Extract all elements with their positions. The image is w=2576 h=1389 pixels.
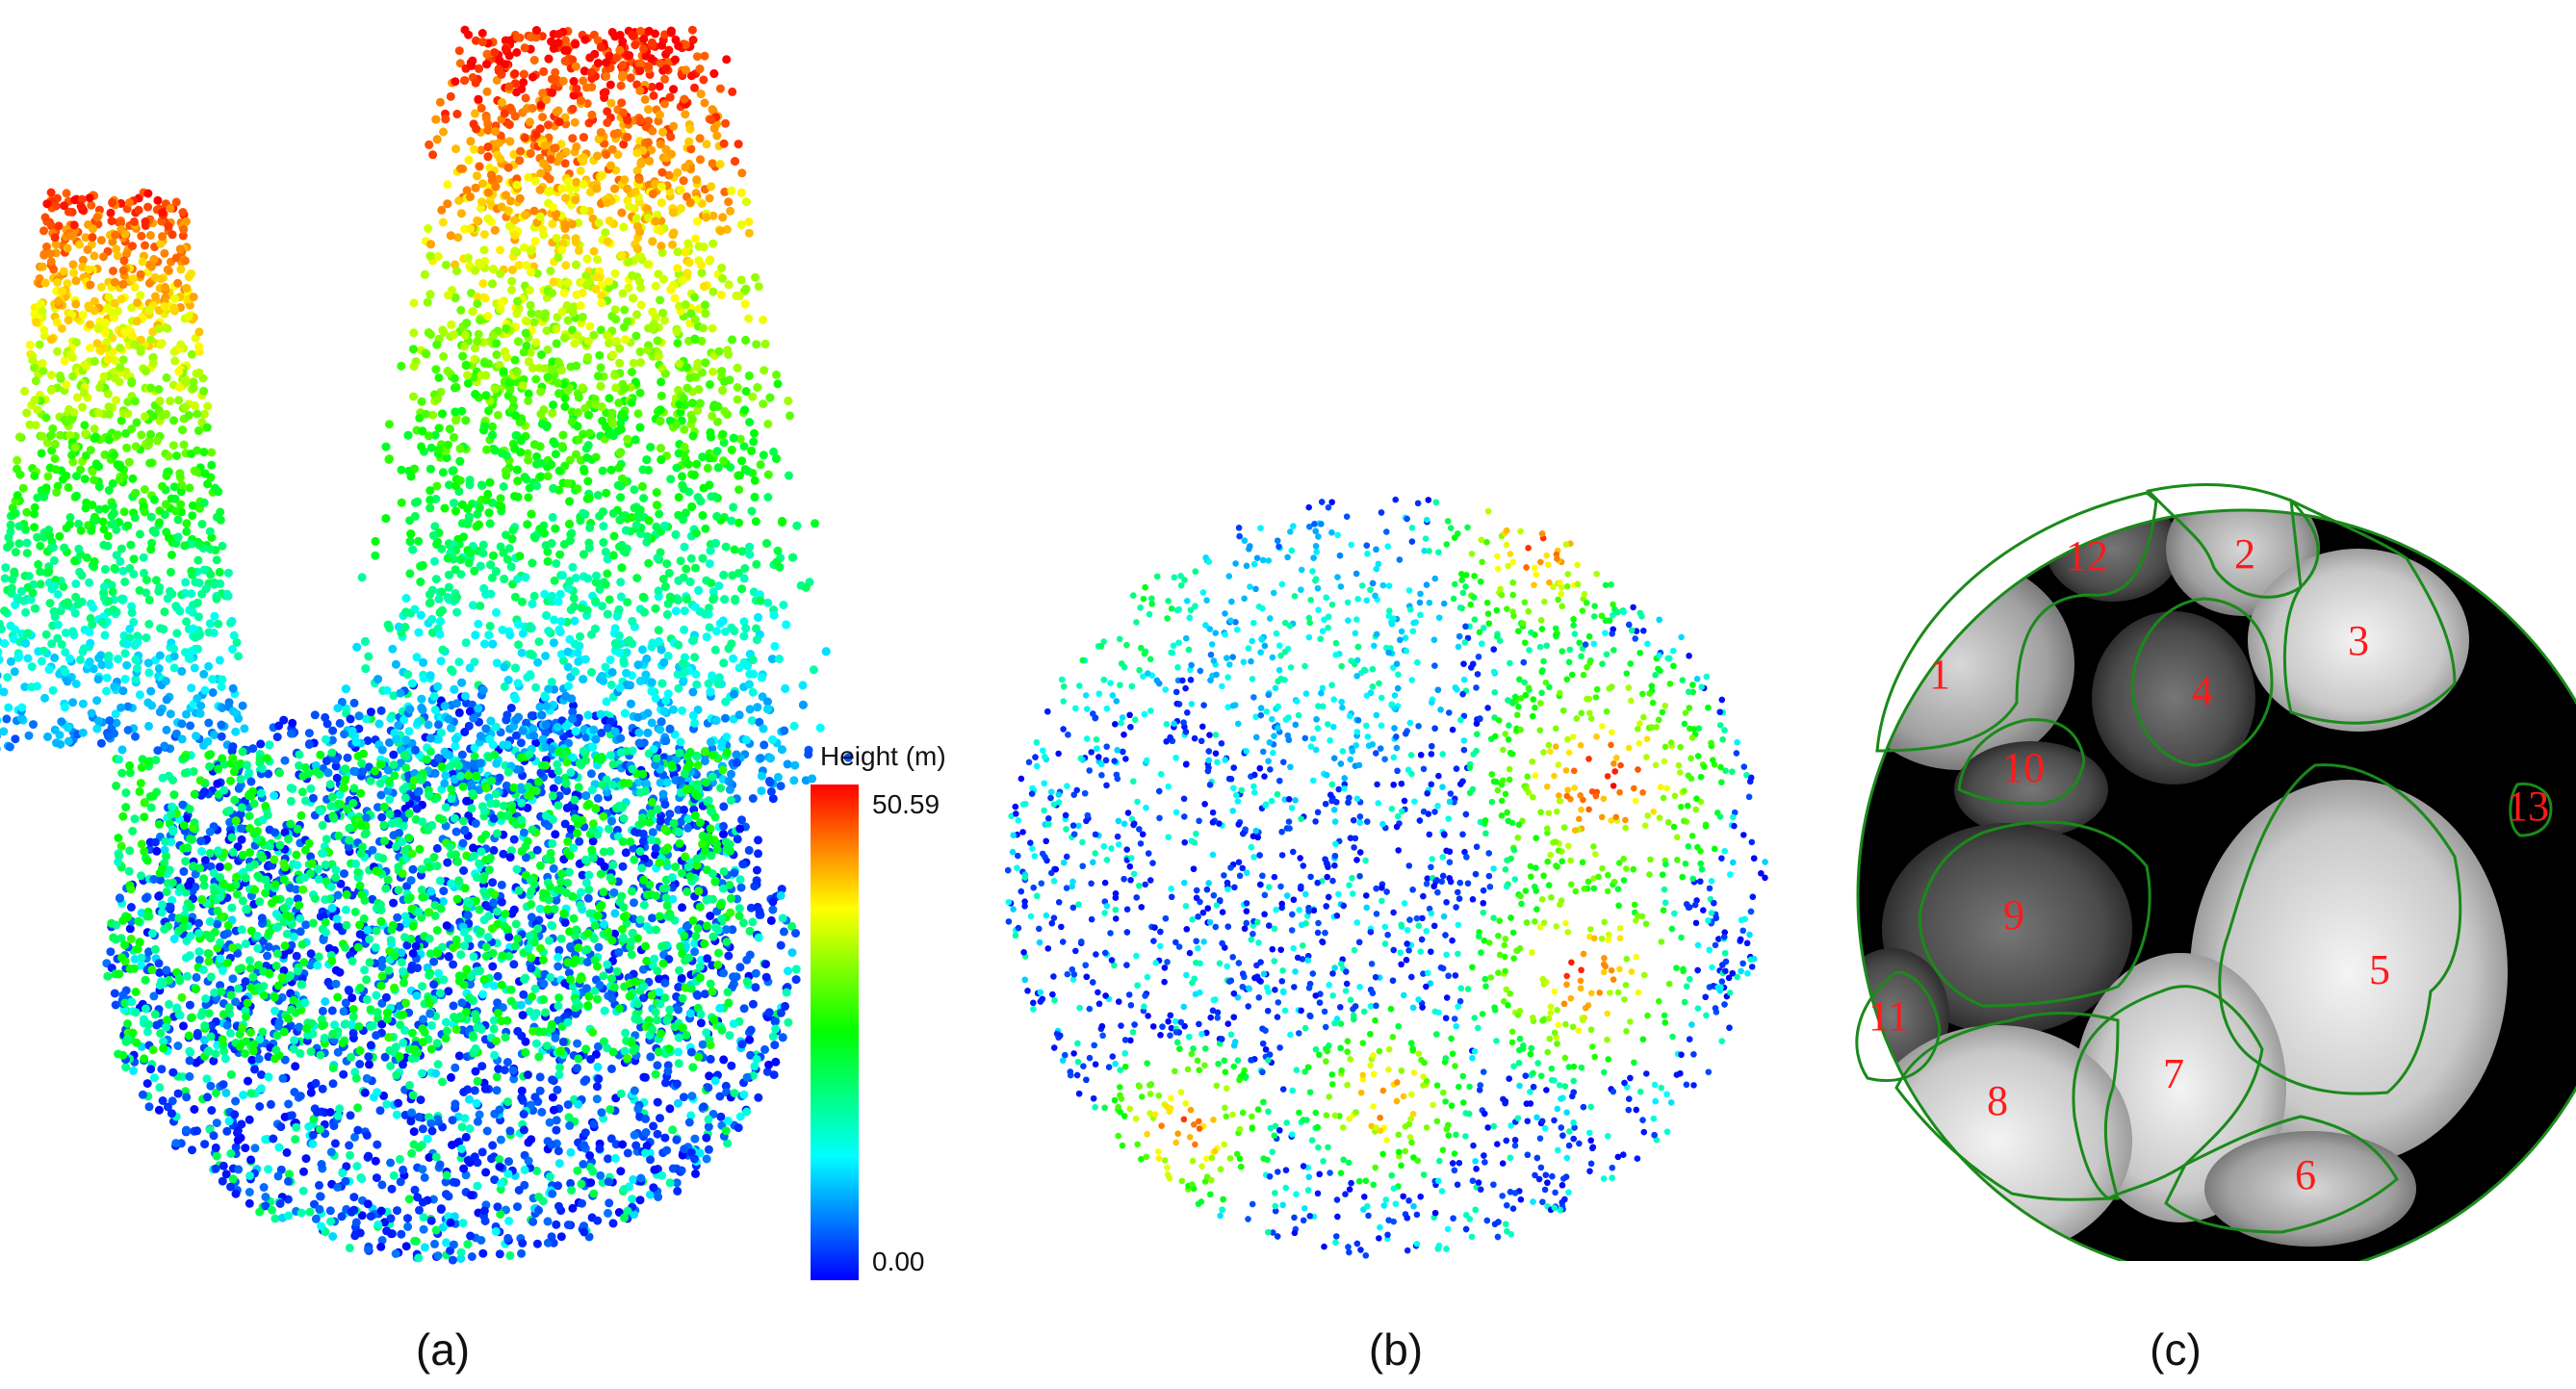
crown-outlines — [1855, 482, 2576, 1261]
crown-label-6: 6 — [2295, 1151, 2316, 1198]
crown-label-7: 7 — [2163, 1050, 2184, 1097]
point-cloud-top-canvas — [1005, 496, 1768, 1259]
point-cloud-top-points — [1005, 496, 1768, 1259]
crown-label-13: 13 — [2507, 783, 2549, 830]
caption-b: (b) — [1368, 1325, 1424, 1375]
point-cloud-top-view — [1001, 472, 1790, 1261]
point-cloud-3d-canvas — [0, 25, 853, 1265]
crown-label-1: 1 — [1929, 651, 1950, 698]
point-cloud-3d-view — [0, 0, 866, 1290]
crown-label-3: 3 — [2348, 617, 2369, 664]
colorbar-title: Height (m) — [820, 741, 946, 771]
colorbar-max-label: 50.59 — [872, 789, 940, 819]
crown-labels: 1 2 3 4 5 6 7 8 9 10 11 12 13 — [1868, 530, 2549, 1198]
crown-label-9: 9 — [2003, 891, 2024, 939]
point-cloud-3d-points — [0, 25, 853, 1265]
crown-label-5: 5 — [2369, 946, 2390, 993]
caption-a: (a) — [415, 1325, 471, 1375]
colorbar-min-label: 0.00 — [872, 1247, 925, 1276]
crown-label-12: 12 — [2066, 532, 2108, 579]
crown-label-2: 2 — [2234, 530, 2255, 578]
crown-label-4: 4 — [2192, 667, 2213, 714]
crown-segmentation-canvas: 1 2 3 4 5 6 7 8 9 10 11 12 13 — [1855, 482, 2576, 1261]
crown-label-8: 8 — [1987, 1077, 2008, 1124]
caption-c: (c) — [2150, 1325, 2202, 1375]
crown-label-10: 10 — [2002, 744, 2045, 791]
crown-segmentation-view: 1 2 3 4 5 6 7 8 9 10 11 12 13 — [1790, 472, 2576, 1261]
height-colorbar — [811, 785, 859, 1280]
crown-label-11: 11 — [1868, 992, 1909, 1040]
